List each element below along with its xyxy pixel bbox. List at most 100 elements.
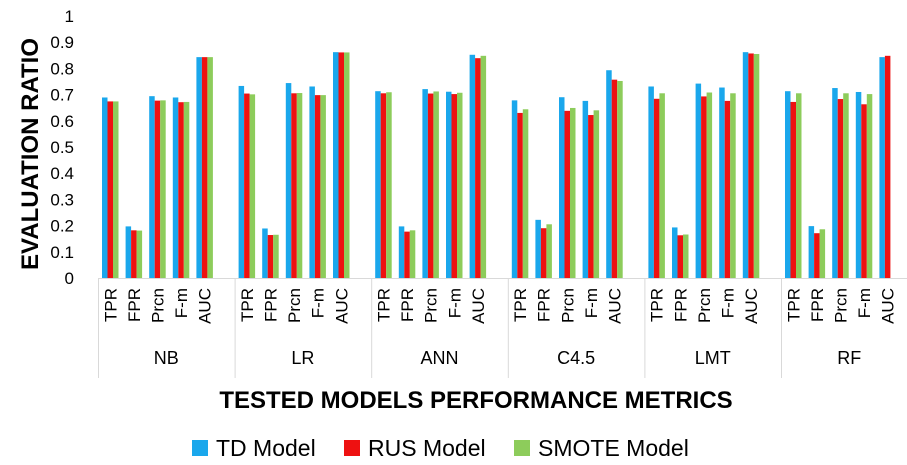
bar (475, 58, 481, 279)
bar (386, 92, 392, 279)
y-tick-label: 0.5 (50, 138, 74, 157)
bar (480, 55, 487, 278)
bar (748, 53, 754, 278)
bar (659, 93, 665, 278)
y-tick-label: 0.7 (50, 86, 74, 105)
metric-label: F-m (855, 288, 874, 318)
bar (517, 112, 523, 278)
bar (149, 96, 155, 278)
bar (338, 52, 344, 278)
bar (677, 235, 683, 278)
metric-label: AUC (332, 288, 351, 324)
bar (131, 230, 137, 278)
metric-label: AUC (196, 288, 215, 324)
bar (102, 97, 108, 278)
metric-label: TPR (648, 288, 667, 322)
metric-label: Prcn (558, 288, 577, 323)
bar (201, 57, 208, 278)
legend-swatch (514, 440, 530, 456)
bar (701, 96, 707, 279)
group-label: C4.5 (557, 348, 595, 368)
bar (404, 231, 410, 278)
metric-label: TPR (511, 288, 530, 322)
metric-label: AUC (742, 288, 761, 324)
group-label: NB (154, 348, 179, 368)
metric-label: F-m (718, 288, 737, 318)
bar (540, 228, 547, 278)
bar (706, 92, 713, 278)
bar (522, 109, 529, 279)
bar (570, 107, 576, 279)
bar (843, 93, 849, 278)
metric-label: F-m (172, 288, 191, 318)
bar (107, 101, 113, 278)
bar (884, 55, 891, 278)
bar (375, 91, 381, 278)
bar (380, 93, 387, 278)
metric-label: FPR (125, 288, 144, 322)
bar (559, 97, 565, 278)
y-tick-label: 0.2 (50, 217, 74, 236)
bar (588, 115, 594, 278)
bar (291, 93, 297, 278)
bar (296, 93, 303, 278)
bars (102, 52, 891, 279)
bar (819, 229, 826, 278)
metric-label: AUC (605, 288, 624, 324)
bar (879, 57, 885, 278)
bar (724, 100, 731, 278)
bar (808, 226, 815, 278)
bar (238, 85, 245, 278)
bar (267, 235, 274, 278)
bar (796, 93, 802, 278)
y-axis-title: EVALUATION RATIO (17, 38, 44, 270)
bar (409, 230, 416, 278)
bar (855, 91, 862, 278)
bar (672, 227, 678, 278)
group-label: LR (291, 348, 314, 368)
bar (564, 110, 570, 278)
bar (125, 226, 132, 278)
bar (648, 86, 654, 278)
metric-label: Prcn (695, 288, 714, 323)
bar (446, 91, 452, 278)
bar (207, 57, 213, 278)
metric-label: FPR (671, 288, 690, 322)
bar (344, 52, 350, 278)
bar (451, 94, 457, 278)
bar (730, 93, 736, 278)
bar (398, 226, 405, 278)
legend-label: SMOTE Model (538, 435, 689, 461)
bar (832, 88, 838, 278)
legend-label: TD Model (216, 435, 316, 461)
bar (422, 89, 428, 278)
bar (196, 57, 202, 278)
bar (837, 99, 844, 278)
bar (535, 219, 541, 278)
metric-label: Prcn (148, 288, 167, 323)
bar (457, 92, 463, 279)
bar (611, 79, 618, 278)
metric-label: FPR (261, 288, 280, 322)
bar (433, 91, 439, 279)
bar (249, 94, 256, 278)
bar (719, 87, 725, 278)
metric-label: TPR (101, 288, 120, 322)
bar (582, 100, 589, 278)
group-label: LMT (695, 348, 731, 368)
bar (285, 83, 292, 278)
bar (333, 52, 339, 278)
bar (427, 93, 434, 278)
bar (785, 91, 791, 278)
y-tick-label: 0.3 (50, 190, 74, 209)
y-tick-label: 0.4 (50, 164, 74, 183)
bar (320, 95, 326, 279)
metric-label: FPR (808, 288, 827, 322)
bar (183, 101, 190, 278)
x-axis-title: TESTED MODELS PERFORMANCE METRICS (219, 387, 732, 414)
y-axis-title-group: EVALUATION RATIO (17, 38, 44, 270)
bar (790, 101, 796, 278)
bar (814, 233, 820, 278)
